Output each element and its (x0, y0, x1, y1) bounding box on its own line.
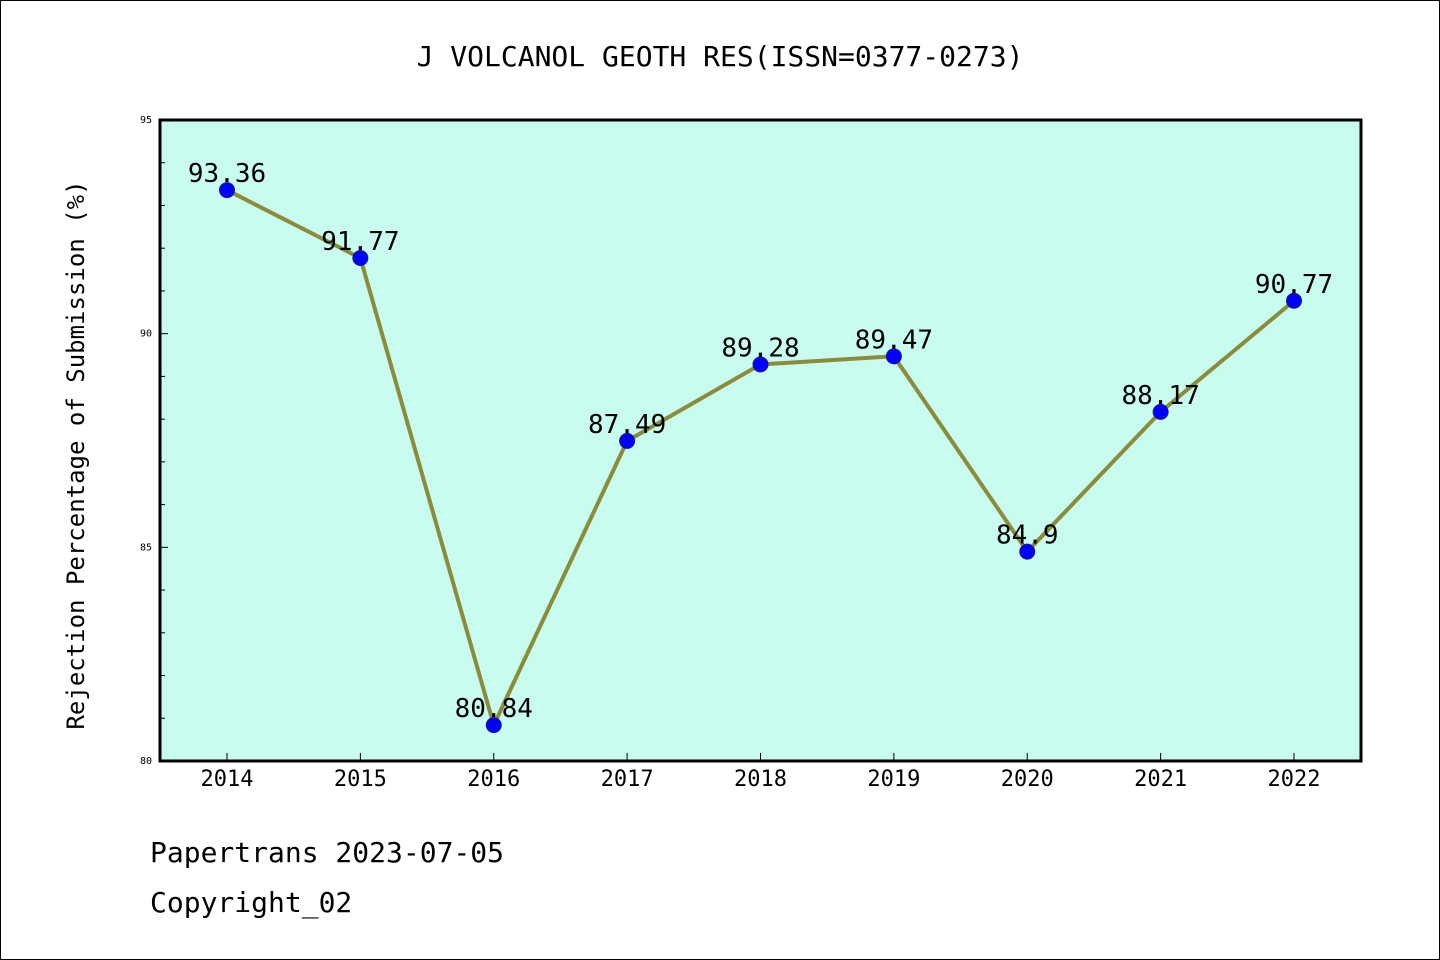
data-label: 89.47 (855, 325, 933, 355)
data-label: 89.28 (721, 333, 799, 363)
data-labels: 93.36 91.77 80.84 87.49 89.28 89.47 84.9 88.17 9… (188, 159, 1333, 724)
data-point (1286, 292, 1302, 309)
data-label: 88.17 (1121, 381, 1199, 411)
plot-area (160, 120, 1361, 761)
data-point (619, 432, 636, 449)
data-point (485, 717, 502, 734)
data-label: 91.77 (321, 227, 399, 257)
x-tick-label: 2021 (1134, 767, 1187, 792)
x-axis: 2014 2015 2016 2017 2018 2019 2020 2021 2022 (201, 753, 1321, 792)
data-label: 93.36 (188, 159, 266, 189)
data-label: 90.77 (1255, 270, 1333, 300)
x-tick-label: 2020 (1001, 767, 1054, 792)
y-tick-label: 90 (140, 329, 152, 340)
plot-border (158, 118, 1363, 763)
y-tick-label: 95 (140, 115, 152, 126)
chart-title: J VOLCANOL GEOTH RES(ISSN=0377-0273) (417, 40, 1024, 73)
x-tick-label: 2022 (1268, 767, 1321, 792)
data-point (1152, 403, 1169, 420)
x-tick-label: 2018 (734, 767, 787, 792)
data-label: 80.84 (455, 694, 533, 724)
x-tick-label: 2014 (201, 767, 254, 792)
footer-copyright-line: Copyright_02 (150, 886, 353, 919)
data-points (219, 182, 1302, 734)
data-point (752, 356, 769, 373)
data-label: 84.9 (996, 521, 1059, 551)
data-point (1019, 543, 1036, 560)
footer-date-line: Papertrans 2023-07-05 (150, 836, 505, 869)
data-point (219, 182, 235, 199)
x-tick-label: 2016 (467, 767, 520, 792)
y-tick-label: 80 (140, 756, 152, 767)
data-point (352, 250, 369, 267)
data-label: 87.49 (588, 410, 666, 440)
x-tick-label: 2019 (867, 767, 920, 792)
y-axis-label: Rejection Percentage of Submission (%) (62, 180, 90, 729)
y-tick-label: 85 (140, 542, 152, 553)
data-point (885, 348, 902, 365)
x-tick-label: 2015 (334, 767, 387, 792)
x-tick-label: 2017 (601, 767, 654, 792)
